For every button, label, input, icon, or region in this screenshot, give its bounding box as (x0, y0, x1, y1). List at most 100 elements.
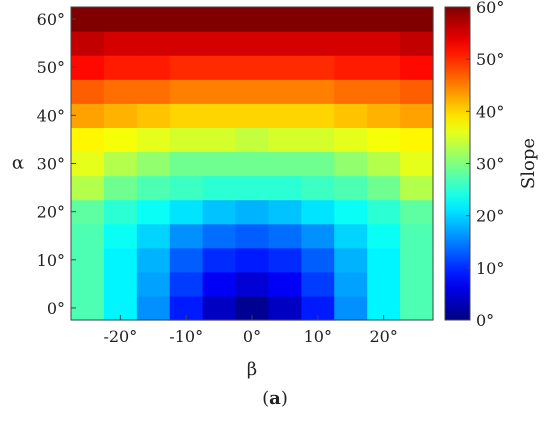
heatmap-cell (103, 7, 138, 32)
heatmap-cell (268, 199, 302, 225)
heatmap-cell (71, 103, 105, 128)
heatmap-cell (169, 127, 204, 153)
heatmap-cell (268, 151, 302, 177)
heatmap-cell (71, 247, 105, 273)
heatmap-cell (103, 55, 138, 80)
heatmap-cell (235, 55, 270, 80)
heatmap-cell (202, 271, 237, 297)
heatmap-cell (334, 199, 368, 225)
heatmap-cell (71, 175, 105, 201)
heatmap-cell (268, 295, 302, 321)
heatmap-cell (268, 7, 302, 32)
heatmap-cell (334, 127, 368, 153)
heatmap-cell (202, 31, 237, 56)
heatmap-cell (169, 223, 204, 249)
heatmap-cell (136, 151, 171, 177)
heatmap-cell (136, 7, 171, 32)
heatmap-cell (400, 79, 434, 104)
panel-label-close: ) (280, 388, 288, 409)
heatmap-cell (103, 223, 138, 249)
heatmap-cell (334, 295, 368, 321)
heatmap-cell (136, 175, 171, 201)
heatmap-cell (202, 103, 237, 128)
heatmap-cell (400, 223, 434, 249)
heatmap-cell (235, 151, 270, 177)
heatmap-cell (301, 79, 335, 104)
colorbar-tick-label: 30° (476, 155, 504, 174)
colorbar-tick-label: 0° (476, 311, 494, 330)
heatmap-cell (301, 103, 335, 128)
heatmap-cell (301, 31, 335, 56)
panel-label-open: ( (262, 388, 270, 409)
heatmap-cell (202, 55, 237, 80)
colorbar (444, 6, 471, 321)
heatmap-cell (103, 271, 138, 297)
colorbar-tick-label: 20° (476, 207, 504, 226)
heatmap-cell (235, 247, 270, 273)
heatmap-cell (103, 151, 138, 177)
x-axis-ticks: -20° -10° 0° 10° 20° (103, 315, 398, 346)
heatmap-cell (400, 271, 434, 297)
colorbar-label: Slope (518, 138, 539, 189)
heatmap-cell (268, 79, 302, 104)
heatmap-cell (367, 223, 401, 249)
heatmap-cell (235, 175, 270, 201)
x-axis-label: β (247, 359, 257, 380)
heatmap-cell (268, 55, 302, 80)
heatmap-cell (136, 103, 171, 128)
heatmap-cell (235, 31, 270, 56)
x-tick-label: 10° (304, 327, 332, 346)
heatmap-cell (301, 271, 335, 297)
heatmap-cell (103, 79, 138, 104)
heatmap-cell (169, 103, 204, 128)
heatmap-cell (268, 127, 302, 153)
heatmap-cell (169, 55, 204, 80)
y-axis-ticks: 0° 10° 20° 30° 40° 50° 60° (37, 10, 76, 318)
heatmap-cell (202, 151, 237, 177)
heatmap-cell (235, 271, 270, 297)
y-tick-label: 30° (37, 155, 65, 174)
colorbar-tick-label: 10° (476, 259, 504, 278)
heatmap-cell (367, 127, 401, 153)
heatmap-cell (400, 7, 434, 32)
heatmap-cell (202, 7, 237, 32)
heatmap-cell (334, 151, 368, 177)
heatmap-cell (71, 7, 105, 32)
heatmap-cell (268, 223, 302, 249)
heatmap-cell (169, 271, 204, 297)
heatmap-cell (301, 55, 335, 80)
heatmap-cell (268, 271, 302, 297)
heatmap-cell (235, 79, 270, 104)
heatmap-cell (301, 151, 335, 177)
heatmap-cell (367, 199, 401, 225)
heatmap-cell (367, 271, 401, 297)
heatmap-cell (334, 103, 368, 128)
heatmap-cell (71, 151, 105, 177)
y-tick-label: 20° (37, 203, 65, 222)
heatmap-cell (334, 271, 368, 297)
heatmap-cell (235, 199, 270, 225)
y-tick-label: 10° (37, 251, 65, 270)
heatmap-cell (400, 247, 434, 273)
x-tick-label: 20° (369, 327, 397, 346)
heatmap-cell (367, 103, 401, 128)
heatmap-cell (169, 151, 204, 177)
heatmap-cell (71, 199, 105, 225)
heatmap-cell (400, 31, 434, 56)
heatmap-cell (334, 79, 368, 104)
heatmap-cell (71, 55, 105, 80)
heatmap-cell (103, 127, 138, 153)
heatmap-cell (400, 127, 434, 153)
heatmap-cell (169, 175, 204, 201)
heatmap-cell (202, 199, 237, 225)
heatmap-cell (136, 55, 171, 80)
x-tick-label: 0° (243, 327, 261, 346)
heatmap-chart: -20° -10° 0° 10° 20° 0°10°20°30°40°50°60° β … (12, 0, 539, 380)
colorbar-tick-label: 50° (476, 50, 504, 69)
heatmap-cell (235, 223, 270, 249)
heatmap-cell (301, 175, 335, 201)
heatmap-cell (169, 79, 204, 104)
heatmap-cell (71, 271, 105, 297)
heatmap-cell (400, 103, 434, 128)
heatmap-cell (400, 55, 434, 80)
